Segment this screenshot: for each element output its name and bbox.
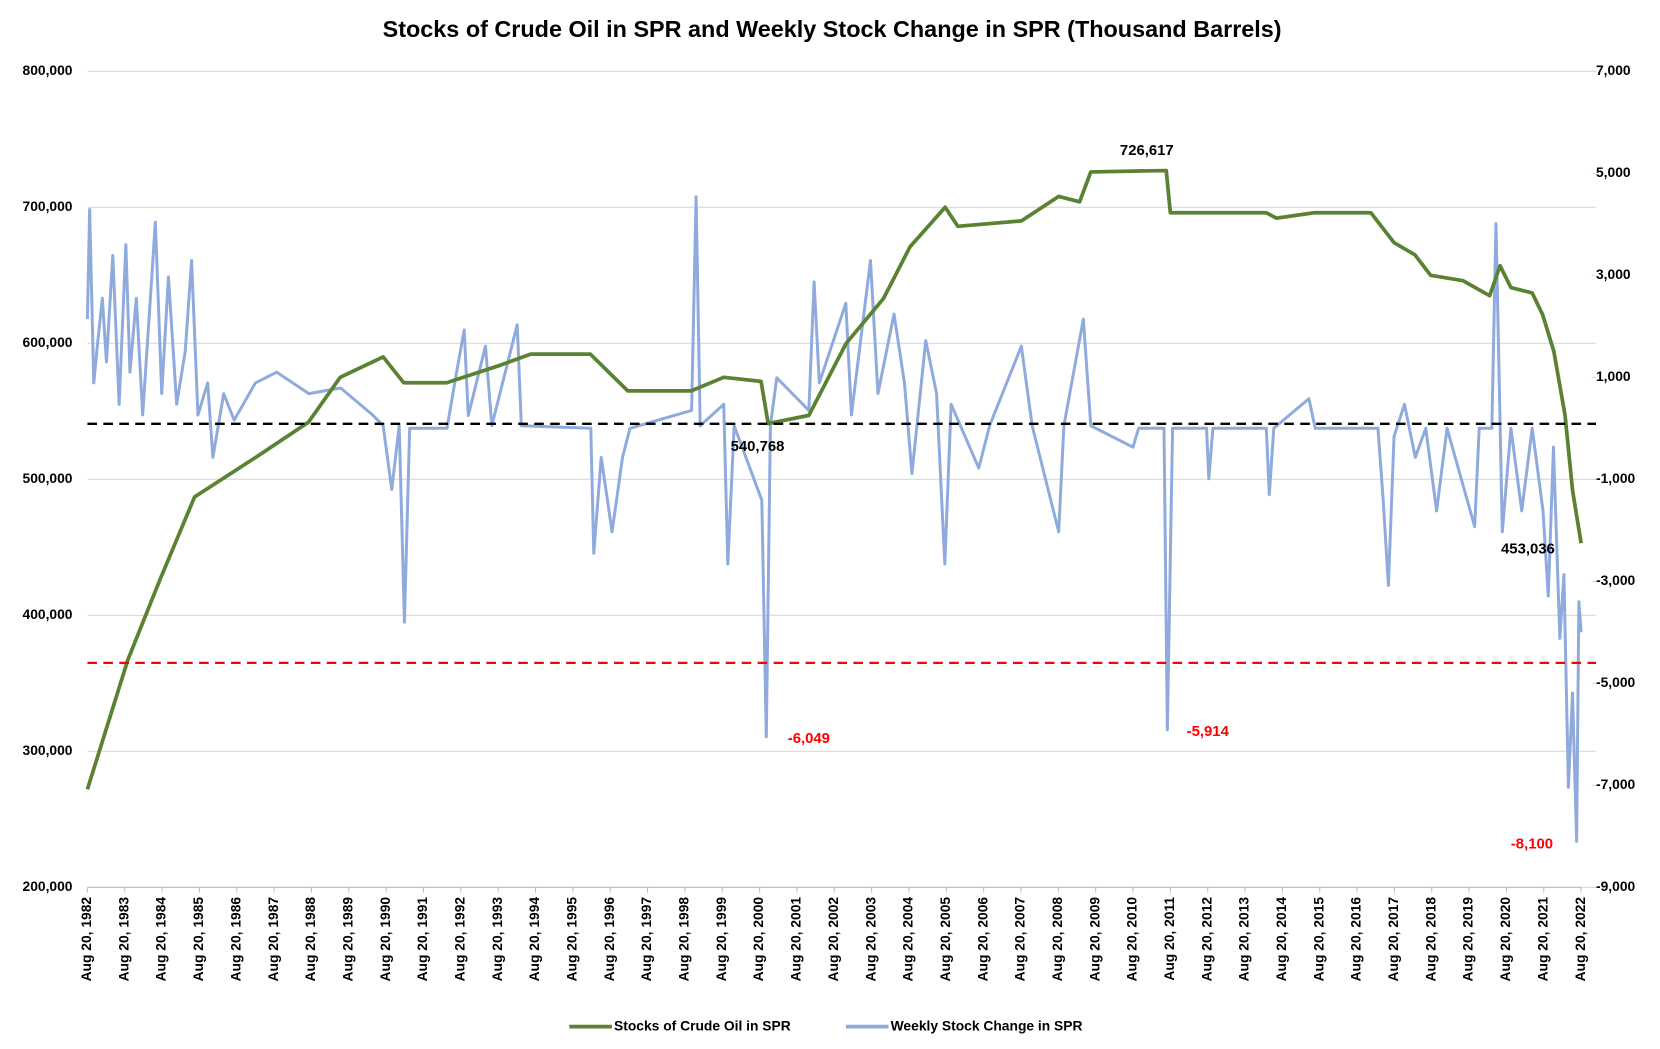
y2-tick-label: 1,000 (1596, 368, 1631, 384)
y2-tick-label: -9,000 (1596, 878, 1636, 894)
x-tick-label: Aug 20, 1988 (302, 897, 318, 982)
y2-tick-label: 7,000 (1596, 62, 1631, 78)
y-tick-label: 200,000 (23, 878, 73, 894)
data-label: -5,914 (1187, 724, 1230, 740)
y2-tick-label: -3,000 (1596, 572, 1636, 588)
y2-tick-label: 3,000 (1596, 266, 1631, 282)
x-tick-label: Aug 20, 2021 (1534, 897, 1550, 982)
x-tick-label: Aug 20, 1984 (153, 897, 169, 982)
series-line (85, 195, 1583, 843)
x-tick-label: Aug 20, 1983 (115, 897, 131, 982)
x-tick-label: Aug 20, 1991 (414, 897, 430, 982)
data-label: -6,049 (788, 731, 830, 747)
y-tick-label: 500,000 (23, 470, 73, 486)
data-label: 453,036 (1501, 541, 1555, 557)
data-label: 726,617 (1120, 143, 1174, 159)
x-tick-label: Aug 20, 2010 (1124, 897, 1140, 982)
series-line (85, 168, 1583, 790)
x-tick-label: Aug 20, 2005 (937, 897, 953, 982)
x-tick-label: Aug 20, 2002 (825, 897, 841, 982)
y-tick-label: 800,000 (23, 62, 73, 78)
chart-title: Stocks of Crude Oil in SPR and Weekly St… (383, 16, 1282, 42)
x-tick-label: Aug 20, 2018 (1422, 897, 1438, 982)
x-tick-label: Aug 20, 2004 (900, 897, 916, 982)
y2-tick-label: -1,000 (1596, 470, 1636, 486)
y2-tick-label: -7,000 (1596, 776, 1636, 792)
y2-tick-label: -5,000 (1596, 674, 1636, 690)
x-tick-label: Aug 20, 1994 (526, 897, 542, 982)
x-tick-label: Aug 20, 1996 (601, 897, 617, 982)
x-tick-label: Aug 20, 2007 (1012, 897, 1028, 982)
x-tick-label: Aug 20, 1989 (339, 897, 355, 982)
x-tick-label: Aug 20, 2013 (1236, 897, 1252, 982)
x-tick-label: Aug 20, 2015 (1310, 897, 1326, 982)
y-tick-label: 300,000 (23, 742, 73, 758)
x-tick-label: Aug 20, 2017 (1385, 897, 1401, 982)
y2-tick-label: 5,000 (1596, 164, 1631, 180)
x-tick-label: Aug 20, 2000 (750, 897, 766, 982)
x-tick-label: Aug 20, 2022 (1572, 897, 1588, 982)
legend-label: Weekly Stock Change in SPR (891, 1017, 1083, 1033)
x-tick-label: Aug 20, 1982 (78, 897, 94, 982)
x-tick-label: Aug 20, 1998 (676, 897, 692, 982)
x-tick-label: Aug 20, 2016 (1348, 897, 1364, 982)
x-tick-label: Aug 20, 1992 (451, 897, 467, 982)
x-tick-label: Aug 20, 1985 (190, 897, 206, 982)
x-tick-label: Aug 20, 2009 (1086, 897, 1102, 982)
x-tick-label: Aug 20, 1995 (564, 897, 580, 982)
x-tick-label: Aug 20, 1993 (489, 897, 505, 982)
data-label: -8,100 (1511, 837, 1553, 853)
x-tick-label: Aug 20, 1999 (713, 897, 729, 982)
x-tick-label: Aug 20, 2011 (1161, 897, 1177, 981)
x-tick-label: Aug 20, 2006 (974, 897, 990, 982)
x-tick-label: Aug 20, 1987 (265, 897, 281, 982)
x-tick-label: Aug 20, 2019 (1460, 897, 1476, 982)
x-tick-label: Aug 20, 1986 (227, 897, 243, 982)
x-tick-label: Aug 20, 2008 (1049, 897, 1065, 982)
x-tick-label: Aug 20, 1997 (638, 897, 654, 982)
data-label: 540,768 (731, 439, 785, 455)
legend-label: Stocks of Crude Oil in SPR (614, 1017, 791, 1033)
y-tick-label: 400,000 (23, 606, 73, 622)
x-tick-label: Aug 20, 2012 (1198, 897, 1214, 982)
x-tick-label: Aug 20, 2020 (1497, 897, 1513, 982)
x-tick-label: Aug 20, 2014 (1273, 897, 1289, 982)
x-tick-label: Aug 20, 2001 (788, 897, 804, 982)
x-tick-label: Aug 20, 1990 (377, 897, 393, 982)
x-tick-label: Aug 20, 2003 (862, 897, 878, 982)
y-tick-label: 700,000 (23, 198, 73, 214)
y-tick-label: 600,000 (23, 334, 73, 350)
